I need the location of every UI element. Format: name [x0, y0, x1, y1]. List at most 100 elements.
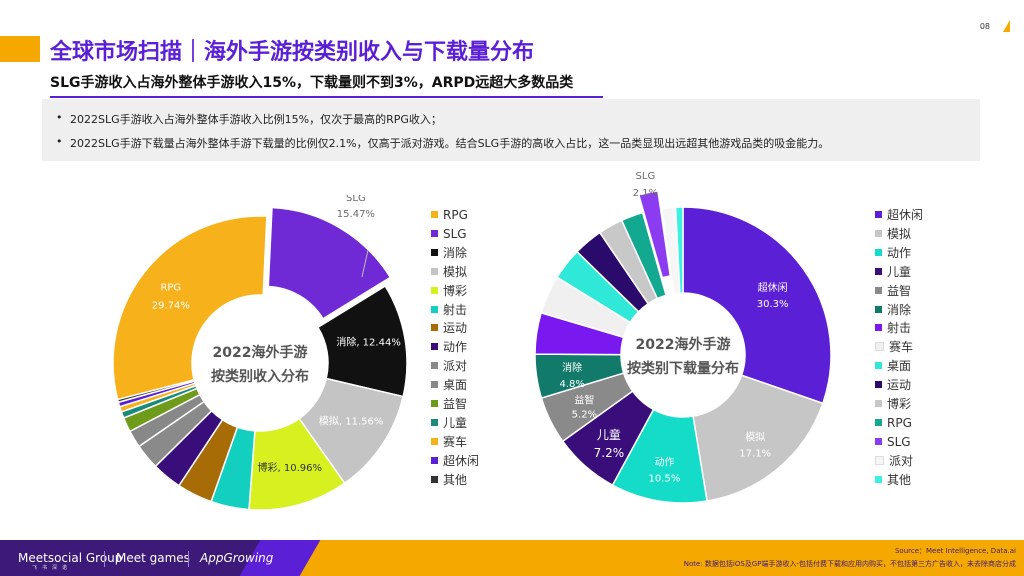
legend-item-action: 动作 [431, 339, 467, 355]
slice-label-simulation: 模拟, 11.56% [319, 415, 384, 428]
center-label: 按类别收入分布 [211, 368, 309, 385]
legend-item-puzzle: 益智 [431, 396, 467, 412]
brand-separator [104, 551, 105, 567]
legend-label: 消除 [887, 302, 912, 317]
slice-label-match: 消除 [562, 361, 582, 374]
bullet-item: 2022SLG手游收入占海外整体手游收入比例15%，仅次于最高的RPG收入； [56, 111, 442, 127]
legend-swatch [875, 267, 882, 275]
legend-label: 射击 [887, 321, 912, 336]
legend-item-action: 动作 [875, 245, 911, 261]
legend-item-sports: 运动 [875, 377, 911, 393]
slice-other [116, 378, 196, 404]
slice-value-slg: 15.47% [337, 209, 375, 220]
legend-item-tabletop: 桌面 [431, 377, 467, 393]
legend-swatch [875, 342, 884, 352]
legend-swatch [875, 286, 882, 294]
legend-label: 其他 [443, 472, 468, 487]
page-title: 全球市场扫描｜海外手游按类别收入与下载量分布 [50, 40, 535, 65]
legend-item-other: 其他 [875, 472, 911, 488]
legend-swatch [431, 418, 438, 426]
legend-swatch [431, 267, 438, 275]
summary-box: 2022SLG手游收入占海外整体手游收入比例15%，仅次于最高的RPG收入； 2… [42, 99, 980, 161]
legend-label: 益智 [887, 283, 912, 298]
slice-value-puzzle: 5.2% [572, 410, 597, 421]
slice-label-rpg: RPG [160, 282, 181, 293]
legend-swatch [875, 211, 882, 218]
slice-simulation [692, 374, 824, 502]
legend-label: 派对 [889, 453, 914, 468]
slice-label-puzzle: 益智 [574, 394, 594, 407]
legend-item-shooter: 射击 [875, 320, 911, 336]
legend-item-match: 消除 [875, 302, 911, 318]
legend-swatch [431, 381, 438, 389]
legend-item-sports: 运动 [431, 320, 467, 336]
legend-swatch [875, 229, 882, 237]
legend-item-slg: SLG [875, 434, 911, 450]
legend-label: 赛车 [443, 434, 468, 449]
legend-swatch [875, 475, 882, 483]
legend-swatch [875, 400, 882, 407]
slice-rpg [620, 211, 668, 300]
legend-item-shooter: 射击 [431, 302, 467, 318]
download-legend: 超休闲 模拟 动作 儿童 益智 消除 射击 赛车 桌面 运动 博彩 RPG SLG 派对 其他 [875, 207, 965, 497]
bullet-item: 2022SLG手游下载量占海外整体手游下载量的比例仅2.1%，仅高于派对游戏。结… [56, 135, 829, 151]
appgrowing-logo: AppGrowing [200, 551, 274, 565]
legend-label: SLG [443, 226, 467, 241]
revenue-legend: RPG SLG 消除 模拟 博彩 射击 运动 动作 派对 桌面 益智 儿童 赛车 超休闲 其他 [431, 207, 511, 487]
legend-label: 超休闲 [887, 208, 924, 222]
legend-item-party: 派对 [875, 453, 913, 469]
legend-item-simulation: 模拟 [875, 226, 911, 242]
legend-item-hypercasual: 超休闲 [431, 453, 479, 469]
legend-swatch [431, 229, 438, 237]
page-number: 08 [979, 22, 990, 31]
legend-swatch [875, 381, 882, 389]
legend-item-casino: 博彩 [431, 283, 467, 299]
legend-label: 桌面 [887, 359, 912, 374]
source-text: Source：Meet Intelligence, Data.ai [894, 547, 1016, 555]
slice-value-kids: 7.2% [594, 446, 625, 460]
legend-swatch [875, 437, 882, 445]
legend-label: SLG [887, 434, 911, 449]
legend-item-rpg: RPG [875, 415, 912, 431]
legend-label: RPG [887, 415, 912, 430]
legend-swatch [431, 324, 438, 332]
legend-label: 运动 [443, 321, 468, 336]
slice-rpg [112, 215, 268, 401]
legend-label: 消除 [443, 245, 468, 260]
legend-label: RPG [443, 208, 468, 222]
legend-item-hypercasual: 超休闲 [875, 207, 923, 223]
slice-slg [637, 190, 672, 279]
meetsocial-logo-sub: 飞书深诺 [32, 565, 73, 571]
meetgames-logo: Meet games [116, 551, 190, 565]
slice-value-hypercasual: 30.3% [757, 299, 789, 310]
legend-item-casino: 博彩 [875, 396, 911, 412]
page-subtitle: SLG手游收入占海外整体手游收入15%，下载量则不到3%，ARPD远超大多数品类 [50, 75, 574, 91]
legend-label: 射击 [443, 302, 468, 317]
legend-label: 模拟 [443, 264, 468, 279]
note-text: Note: 数据包括iOS及GP端手游收入-包括付费下载和应用内购买，不包括第三… [683, 560, 1016, 568]
revenue-donut-chart: RPG 29.74% SLG 15.47% 消除, 12.44% 模拟, 11.56% 博彩… [112, 195, 408, 511]
meetsocial-logo: Meetsocial Group [18, 551, 123, 565]
legend-swatch [875, 324, 882, 332]
slice-other [674, 206, 684, 294]
legend-swatch [875, 248, 882, 256]
legend-swatch [875, 362, 882, 370]
legend-swatch [875, 305, 882, 313]
legend-label: 超休闲 [443, 453, 480, 468]
slice-label-casino: 博彩, 10.96% [258, 461, 323, 474]
legend-label: 博彩 [443, 283, 468, 298]
legend-swatch [875, 455, 884, 465]
legend-label: 动作 [887, 245, 912, 260]
legend-label: 益智 [443, 397, 468, 411]
slice-value-action: 10.5% [649, 473, 681, 484]
center-label: 2022海外手游 [636, 336, 731, 353]
title-accent-bar [0, 36, 40, 62]
legend-label: 动作 [443, 340, 468, 355]
legend-item-other: 其他 [431, 472, 467, 488]
legend-swatch [431, 362, 438, 370]
slice-value-rpg: 29.74% [152, 300, 190, 311]
legend-swatch [431, 437, 438, 445]
legend-item-slg: SLG [431, 226, 467, 242]
slice-value-match: 4.8% [559, 379, 584, 390]
slice-label-kids: 儿童 [597, 427, 621, 442]
